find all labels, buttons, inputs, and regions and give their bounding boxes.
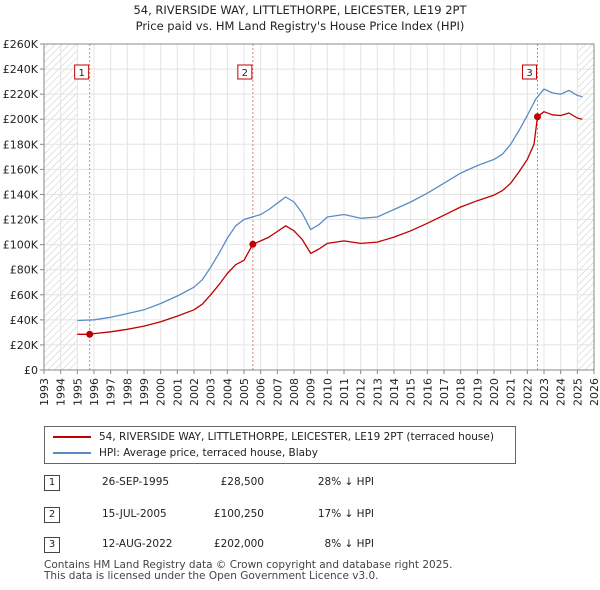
x-tick-label: 2023 <box>538 378 551 406</box>
legend: 54, RIVERSIDE WAY, LITTLETHORPE, LEICEST… <box>44 426 516 464</box>
x-tick-label: 2025 <box>571 378 584 406</box>
x-tick-label: 2022 <box>521 378 534 406</box>
y-tick-label: £100K <box>3 239 39 252</box>
y-tick-label: £0 <box>24 364 38 377</box>
y-tick-label: £220K <box>3 88 39 101</box>
x-tick-label: 2004 <box>221 378 234 406</box>
transaction-price: £100,250 <box>213 508 264 520</box>
footer-copyright: Contains HM Land Registry data © Crown c… <box>44 559 453 571</box>
y-tick-label: £180K <box>3 138 39 151</box>
transaction-number: 2 <box>44 507 60 523</box>
y-tick-label: £40K <box>10 314 39 327</box>
x-tick-label: 2008 <box>288 378 301 406</box>
footer-licence: This data is licensed under the Open Gov… <box>44 570 379 582</box>
transaction-point <box>86 330 94 338</box>
x-tick-label: 2002 <box>188 378 201 406</box>
x-tick-label: 1995 <box>71 378 84 406</box>
x-tick-label: 2014 <box>388 378 401 406</box>
x-axis-ticks: 1993 1994 1995 1996 1997 1998 1999 2000 2001 2002… <box>38 370 600 406</box>
y-tick-label: £160K <box>3 163 39 176</box>
transaction-marker-label: 1 <box>78 68 84 79</box>
hatch-region <box>577 44 594 370</box>
transaction-markers: 1 2 3 <box>74 64 537 80</box>
transaction-date: 15-JUL-2005 <box>102 508 167 520</box>
grid <box>43 43 595 371</box>
x-tick-label: 1998 <box>121 378 134 406</box>
transaction-number: 3 <box>44 537 60 553</box>
x-tick-label: 2010 <box>321 378 334 406</box>
hatch-regions <box>44 44 594 370</box>
x-tick-label: 2013 <box>371 378 384 406</box>
x-tick-label: 2021 <box>505 378 518 406</box>
transaction-date: 12-AUG-2022 <box>102 538 173 550</box>
transaction-point <box>249 240 257 248</box>
y-tick-label: £260K <box>3 38 39 51</box>
legend-swatch-property <box>53 436 91 438</box>
transaction-hpi-diff: 28% ↓ HPI <box>317 476 374 488</box>
x-tick-label: 2012 <box>355 378 368 406</box>
x-tick-label: 1993 <box>38 378 51 406</box>
property-series-line <box>77 111 583 335</box>
x-tick-label: 2019 <box>471 378 484 406</box>
y-tick-label: £120K <box>3 214 39 227</box>
x-tick-label: 2005 <box>238 378 251 406</box>
x-tick-label: 2016 <box>421 378 434 406</box>
x-tick-label: 2018 <box>455 378 468 406</box>
x-tick-label: 2015 <box>405 378 418 406</box>
transaction-marker-label: 3 <box>526 68 532 79</box>
x-tick-label: 2020 <box>488 378 501 406</box>
hpi-series-line <box>77 88 583 322</box>
transaction-hpi-diff: 8% ↓ HPI <box>324 538 374 550</box>
x-tick-label: 1999 <box>138 378 151 406</box>
x-tick-label: 2007 <box>271 378 284 406</box>
x-tick-label: 2001 <box>171 378 184 406</box>
chart-title: 54, RIVERSIDE WAY, LITTLETHORPE, LEICEST… <box>133 3 467 17</box>
y-axis-ticks: £0 £20K £40K £60K £80K £100K £120K £140K £160K £1… <box>3 38 44 377</box>
transaction-row: 1 26-SEP-1995 £28,500 28% ↓ HPI <box>44 475 514 493</box>
x-tick-label: 2017 <box>438 378 451 406</box>
x-tick-label: 2026 <box>588 378 600 406</box>
transaction-points <box>86 113 541 338</box>
x-tick-label: 1996 <box>88 378 101 406</box>
series-lines <box>77 88 583 335</box>
x-tick-label: 2003 <box>205 378 218 406</box>
y-tick-label: £60K <box>10 289 39 302</box>
y-tick-label: £240K <box>3 63 39 76</box>
transaction-row: 2 15-JUL-2005 £100,250 17% ↓ HPI <box>44 507 514 525</box>
transaction-row: 3 12-AUG-2022 £202,000 8% ↓ HPI <box>44 537 514 555</box>
footer: Contains HM Land Registry data © Crown c… <box>44 560 452 582</box>
legend-label-hpi: HPI: Average price, terraced house, Blab… <box>99 447 318 459</box>
x-tick-label: 1994 <box>55 378 68 406</box>
chart-subtitle: Price paid vs. HM Land Registry's House … <box>136 19 465 33</box>
x-tick-label: 1997 <box>105 378 118 406</box>
legend-swatch-hpi <box>53 452 91 454</box>
x-tick-label: 2024 <box>555 378 568 406</box>
transaction-point <box>534 113 541 121</box>
legend-label-property: 54, RIVERSIDE WAY, LITTLETHORPE, LEICEST… <box>99 431 494 443</box>
transaction-marker-box <box>522 64 537 80</box>
y-tick-label: £80K <box>10 264 39 277</box>
transaction-number: 1 <box>44 475 60 491</box>
transaction-lines <box>89 44 538 370</box>
x-tick-label: 2006 <box>255 378 268 406</box>
transaction-marker-label: 2 <box>242 68 248 79</box>
plot-frame <box>43 43 595 371</box>
x-tick-label: 2011 <box>338 378 351 406</box>
x-tick-label: 2009 <box>305 378 318 406</box>
transaction-price: £28,500 <box>220 476 264 488</box>
transaction-price: £202,000 <box>213 538 264 550</box>
y-tick-label: £20K <box>10 339 39 352</box>
y-tick-label: £140K <box>3 188 39 201</box>
transaction-marker-box <box>237 64 253 80</box>
y-tick-label: £200K <box>3 113 39 126</box>
transaction-hpi-diff: 17% ↓ HPI <box>317 508 374 520</box>
x-tick-label: 2000 <box>155 378 168 406</box>
transaction-marker-box <box>74 64 90 80</box>
transaction-date: 26-SEP-1995 <box>102 476 170 488</box>
